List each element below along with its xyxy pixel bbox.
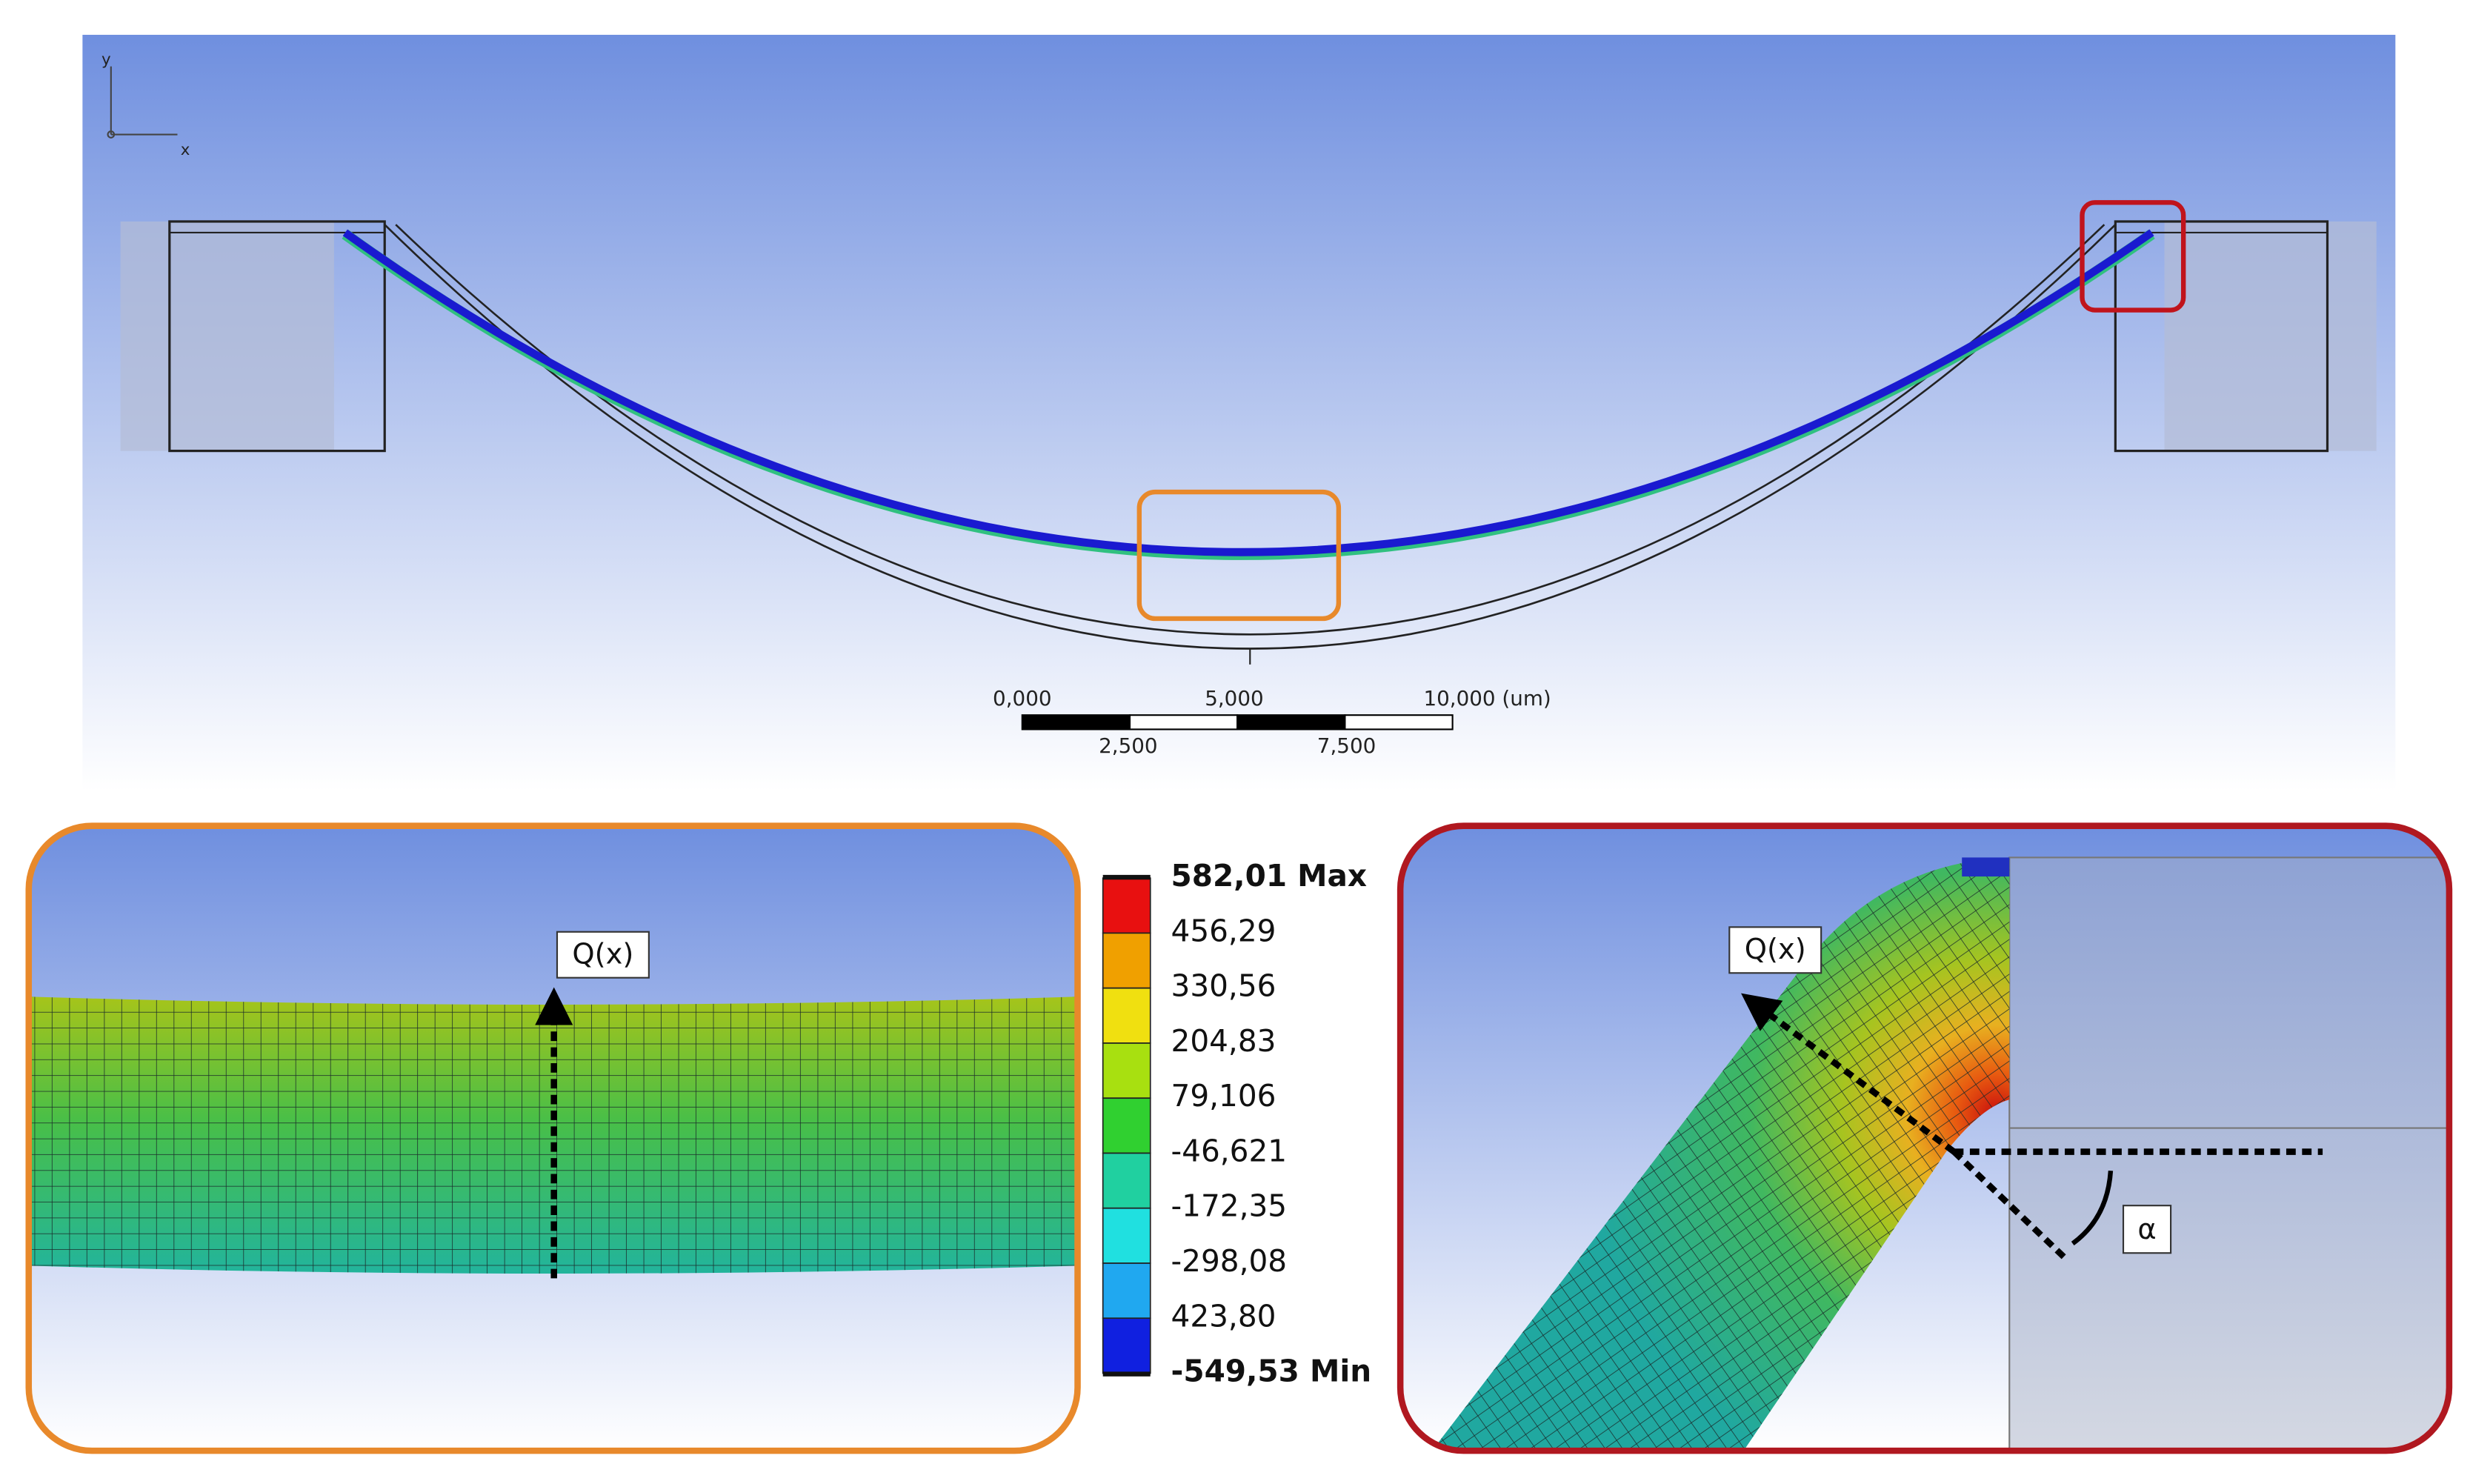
label-box [1728,926,1822,974]
legend-label: 423,80 [1171,1298,1276,1334]
legend-swatch [1102,1042,1151,1099]
scale-label: 10,000 (um) [1423,686,1551,711]
axis-triad [107,66,178,139]
annotation: Q(x) [572,937,633,971]
angle-arc [2071,1170,2114,1246]
zoom-frame [25,822,1081,1454]
legend-label: 582,01 Max [1171,858,1368,894]
deformed-beam [342,229,2154,556]
legend-label: -172,35 [1171,1188,1288,1224]
legend-label: 330,56 [1171,968,1276,1004]
legend-swatch [1102,932,1151,989]
legend-swatch [1102,1262,1151,1320]
legend-swatch [1102,987,1151,1044]
legend-label: -298,08 [1171,1243,1288,1279]
legend-label: 204,83 [1171,1023,1276,1059]
annotation: Q(x) [1745,933,1806,966]
legend-label: -46,621 [1171,1133,1288,1168]
legend-cap [1102,1371,1151,1377]
zoom-center [28,825,1078,1451]
zoom-box-corner [2080,200,2186,313]
axis-label: x [181,141,190,159]
label-box [2122,1205,2172,1254]
support-outline [2114,220,2329,453]
support [120,221,334,451]
legend-swatch [1102,1152,1151,1209]
undeformed-beam [384,224,2117,650]
legend: 582,01 Max 456,29 330,56 204,83 79,106 -46,62… [1102,858,1372,1389]
legend-swatch [1102,877,1151,934]
legend-swatch [1102,1097,1151,1154]
legend-label: -549,53 Min [1171,1354,1372,1389]
axis-label: y [101,50,111,69]
zoom-corner [1400,825,2449,1451]
support-outline [168,220,386,453]
support [2164,221,2377,451]
label-box [556,931,650,979]
annotation: α [2137,1213,2156,1246]
undeformed-beam [395,224,2106,636]
legend-cap [1102,874,1151,880]
zoom-box-center [1136,489,1342,622]
arrow [1741,993,1957,1154]
legend-swatch [1102,1317,1151,1374]
legend-label: 456,29 [1171,913,1276,948]
viewport-background [82,34,2396,791]
scale-bar: 0,000 5,000 10,000 (um) 2,500 7,500 [993,686,1551,758]
legend-label: 79,106 [1171,1078,1276,1114]
reference-line [1951,1149,2067,1260]
scale-label: 5,000 [1205,686,1263,711]
scale-label: 0,000 [993,686,1051,711]
scale-label: 7,500 [1317,733,1376,758]
legend-swatch [1102,1207,1151,1264]
zoom-frame [1397,822,2453,1454]
scale-label: 2,500 [1099,733,1157,758]
